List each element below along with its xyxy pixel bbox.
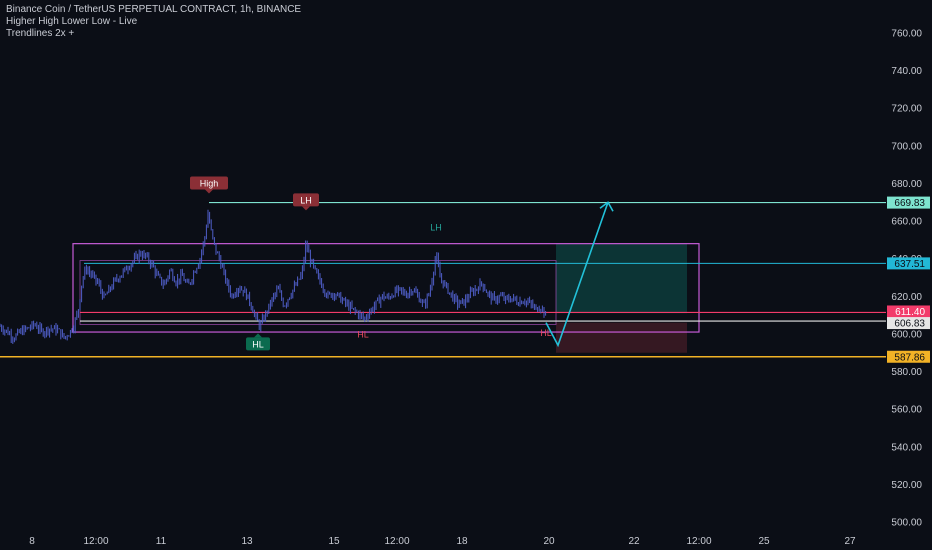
price-tag-resistance: [887, 196, 930, 209]
x-tick-label: 12:00: [384, 536, 409, 547]
price-tag-label-cyan: 637.51: [894, 259, 925, 270]
indicator-hhll[interactable]: Higher High Lower Low - Live: [6, 16, 138, 27]
price-tag-white: [887, 317, 930, 330]
x-tick-label: 8: [29, 536, 35, 547]
range-boxes: [72, 243, 700, 333]
swing-label-lh: LH: [300, 195, 312, 205]
tag-box-lh: [293, 193, 319, 207]
swing-label-high: High: [200, 178, 219, 188]
target-zone: [556, 243, 687, 314]
price-tag-label-pink: 611.40: [895, 307, 925, 318]
candles: [0, 209, 547, 344]
price-tag-support: [887, 350, 930, 363]
swing-label-hl: HL: [357, 330, 369, 340]
y-tick-label: 700.00: [891, 141, 922, 152]
tag-box-high: [190, 176, 228, 190]
tag-pointer: [302, 206, 310, 211]
price-tag-pink: [887, 305, 930, 318]
swing-annotations: High LH LH HL HL HL: [190, 176, 552, 351]
projection-path: [545, 202, 609, 348]
symbol-title[interactable]: Binance Coin / TetherUS PERPETUAL CONTRA…: [6, 4, 302, 15]
swing-label-hl: HL: [540, 328, 552, 338]
inner-range-box: [79, 260, 557, 325]
x-tick-label: 13: [241, 536, 253, 547]
x-tick-label: 18: [456, 536, 468, 547]
x-tick-label: 11: [156, 536, 167, 547]
x-tick-label: 12:00: [686, 536, 711, 547]
y-tick-label: 520.00: [891, 480, 922, 491]
projection-arrow: [545, 201, 614, 348]
x-tick-label: 20: [543, 536, 555, 547]
projection-arrowhead: [599, 201, 614, 212]
x-tick-label: 27: [844, 536, 856, 547]
stop-zone: [556, 322, 687, 353]
range-box: [72, 243, 700, 333]
y-tick-label: 660.00: [891, 217, 922, 228]
y-tick-label: 620.00: [891, 292, 922, 303]
y-tick-label: 580.00: [891, 367, 922, 378]
tag-pointer: [254, 333, 262, 338]
position-zones: [556, 243, 687, 353]
y-tick-label: 600.00: [891, 329, 922, 340]
chart-legend: Binance Coin / TetherUS PERPETUAL CONTRA…: [6, 4, 301, 40]
x-tick-label: 12:00: [83, 536, 108, 547]
swing-label-hl: HL: [252, 339, 264, 349]
price-axis: 760.00740.00720.00700.00680.00660.00640.…: [891, 29, 922, 529]
y-tick-label: 560.00: [891, 405, 922, 416]
horizontal-levels: [0, 202, 886, 358]
y-tick-label: 760.00: [891, 29, 922, 40]
tag-box-hl: [246, 337, 270, 351]
price-tag-cyan: [887, 257, 930, 270]
time-axis: 8 12:00 11 13 15 12:00 18 20 22 12:00 25 27: [29, 536, 856, 547]
x-tick-label: 22: [628, 536, 640, 547]
swing-label-lh: LH: [430, 222, 442, 232]
price-tag-label-resistance: 669.83: [894, 198, 925, 209]
x-tick-label: 25: [758, 536, 770, 547]
y-tick-label: 500.00: [891, 518, 922, 529]
y-tick-label: 680.00: [891, 179, 922, 190]
price-tag-label-white: 606.83: [894, 319, 925, 330]
indicator-trendlines[interactable]: Trendlines 2x +: [6, 28, 75, 39]
price-tag-label-support: 587.86: [894, 352, 925, 363]
y-tick-label: 540.00: [891, 442, 922, 453]
x-tick-label: 15: [328, 536, 340, 547]
y-tick-label: 740.00: [891, 66, 922, 77]
y-tick-label: 720.00: [891, 104, 922, 115]
tag-pointer: [205, 189, 213, 194]
